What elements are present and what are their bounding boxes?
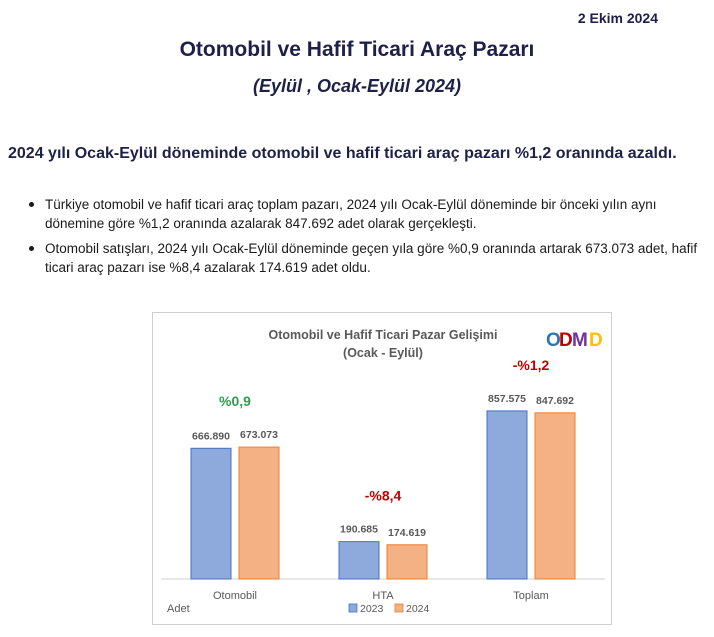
data-label: 666.890 xyxy=(192,430,230,442)
bar-2024-otomobil xyxy=(238,446,280,580)
category-label: Otomobil xyxy=(213,590,257,602)
logo-letter: O xyxy=(546,330,561,351)
bullet-item: Otomobil satışları, 2024 yılı Ocak-Eylül… xyxy=(27,239,707,277)
legend-label: 2024 xyxy=(406,603,430,615)
bar-2023-toplam xyxy=(486,410,528,580)
bullet-dot-icon xyxy=(29,202,34,207)
legend-label: 2023 xyxy=(360,603,384,615)
chart-title: Otomobil ve Hafif Ticari Pazar Gelişimi xyxy=(268,328,497,342)
report-date: 2 Ekim 2024 xyxy=(577,10,658,26)
bullet-text: Türkiye otomobil ve hafif ticari araç to… xyxy=(45,197,657,231)
bullet-item: Türkiye otomobil ve hafif ticari araç to… xyxy=(27,195,707,233)
data-label: 190.685 xyxy=(340,524,378,536)
data-label: 847.692 xyxy=(536,395,574,407)
data-label: 857.575 xyxy=(488,393,526,405)
category-label: Toplam xyxy=(513,590,548,602)
change-label: -%1,2 xyxy=(513,357,550,373)
bullet-dot-icon xyxy=(29,246,34,251)
page-title: Otomobil ve Hafif Ticari Araç Pazarı xyxy=(179,38,535,61)
page-subtitle: (Eylül , Ocak-Eylül 2024) xyxy=(252,76,462,96)
bullet-text: Otomobil satışları, 2024 yılı Ocak-Eylül… xyxy=(45,241,698,275)
summary-bullets: Türkiye otomobil ve hafif ticari araç to… xyxy=(27,195,707,283)
y-axis-label: Adet xyxy=(167,603,190,615)
data-label: 174.619 xyxy=(388,527,426,539)
change-label: -%8,4 xyxy=(365,488,402,504)
summary-headline: 2024 yılı Ocak-Eylül döneminde otomobil … xyxy=(8,145,677,162)
logo-letter: D xyxy=(589,330,603,351)
logo-letter: D xyxy=(559,330,573,351)
legend-swatch xyxy=(394,603,404,613)
bar-2024-toplam xyxy=(534,412,576,580)
legend-swatch xyxy=(348,603,358,613)
bar-2023-hta xyxy=(338,541,380,580)
category-label: HTA xyxy=(372,590,394,602)
bar-2023-otomobil xyxy=(190,447,232,580)
logo-letter: M xyxy=(572,330,588,351)
data-label: 673.073 xyxy=(240,429,278,441)
bar-2024-hta xyxy=(386,544,428,580)
market-chart: Otomobil ve Hafif Ticari Pazar Gelişimi (… xyxy=(152,312,612,625)
change-label: %0,9 xyxy=(219,393,251,409)
market-chart-svg: Otomobil ve Hafif Ticari Pazar Gelişimi (… xyxy=(161,328,605,615)
chart-subtitle: (Ocak - Eylül) xyxy=(343,346,423,360)
